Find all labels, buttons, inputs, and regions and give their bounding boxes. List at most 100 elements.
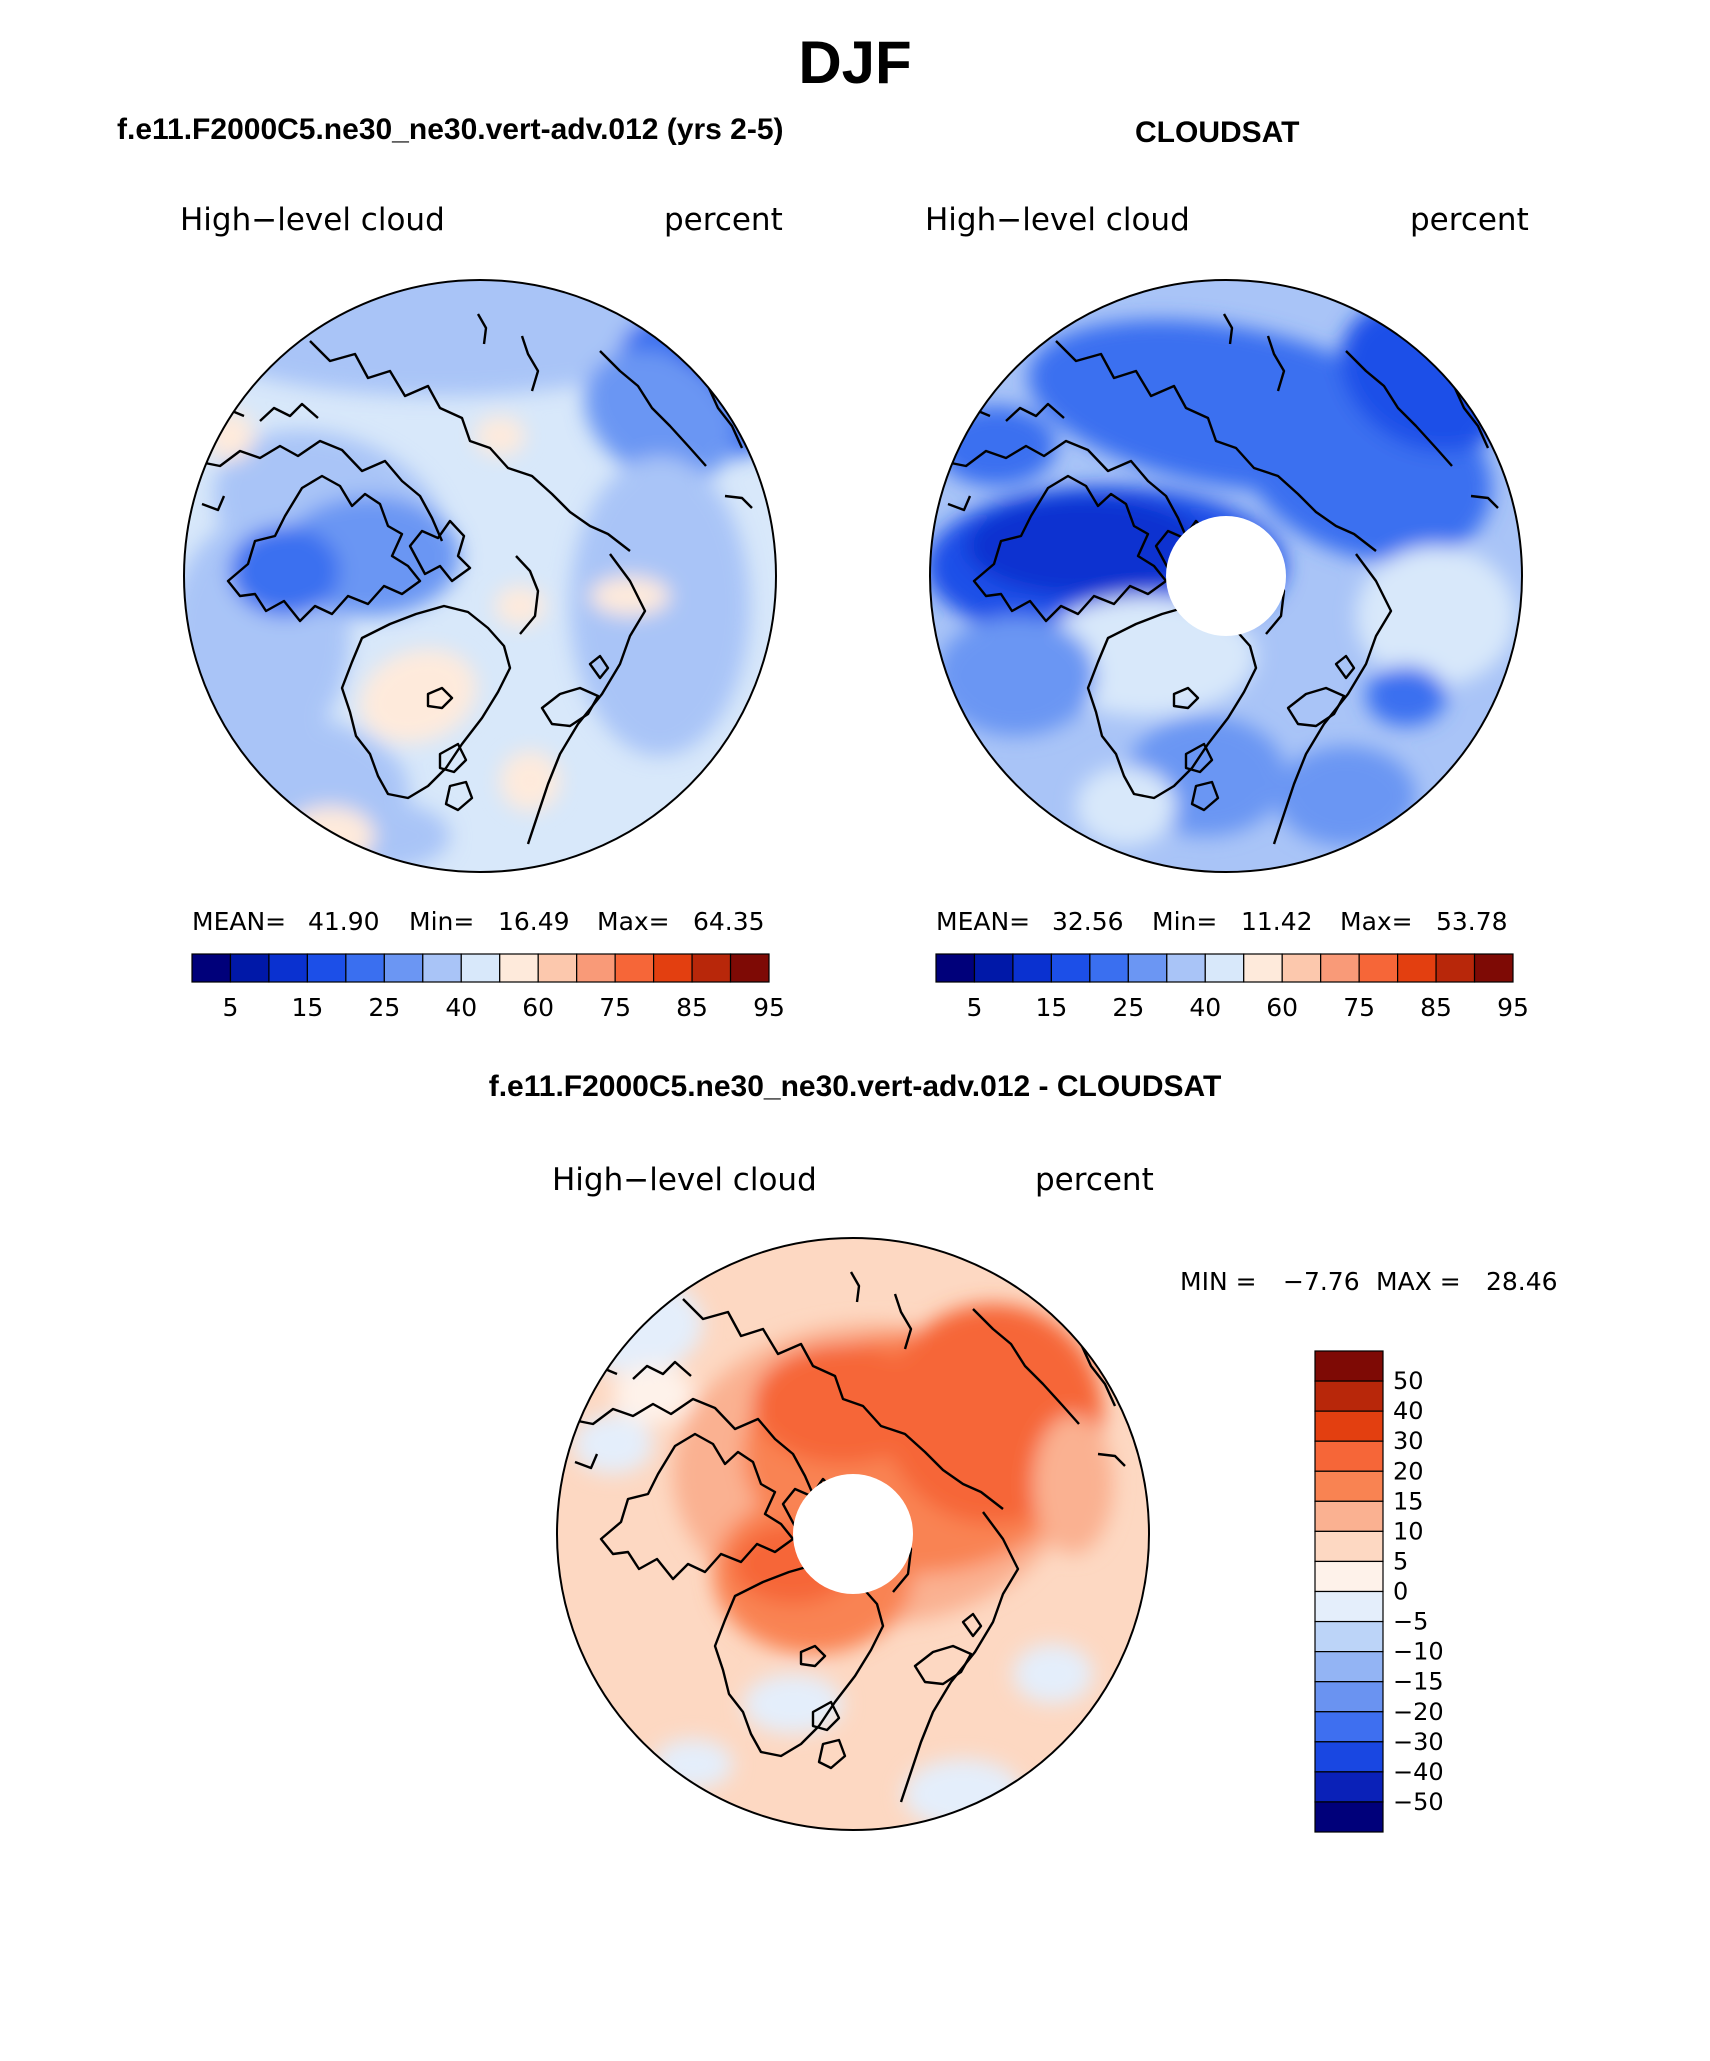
model-colorbar-swatch-5	[383, 953, 424, 983]
model-panel-title: f.e11.F2000C5.ne30_ne30.vert-adv.012 (yr…	[117, 113, 784, 146]
diff-colorbar-swatch-3	[1314, 1440, 1384, 1472]
diff-colorbar-tick-label: 5	[1393, 1547, 1408, 1575]
diff-colorbar-swatch-11	[1314, 1681, 1384, 1713]
obs-min-value: 11.42	[1241, 907, 1313, 936]
model-mean-label: MEAN=	[192, 907, 287, 936]
diff-colorbar-tick-label: −50	[1393, 1788, 1444, 1816]
obs-colorbar-swatch-14	[1473, 953, 1514, 983]
obs-min-label: Min=	[1152, 907, 1218, 936]
obs-colorbar-tick-label: 5	[967, 993, 983, 1022]
obs-colorbar-swatch-6	[1166, 953, 1206, 983]
model-colorbar-swatch-12	[652, 953, 693, 983]
obs-colorbar-tick-label: 15	[1035, 993, 1067, 1022]
diff-colorbar-tick-label: 15	[1393, 1487, 1424, 1515]
model-colorbar-tick-label: 75	[599, 993, 631, 1022]
model-contour-4	[230, 526, 340, 616]
diff-colorbar-swatch-9	[1314, 1620, 1384, 1653]
diff-colorbar-tick-label: 20	[1393, 1457, 1424, 1485]
diff-colorbar-tick-label: −5	[1393, 1608, 1428, 1636]
obs-colorbar-tick-label: 95	[1497, 993, 1529, 1022]
diff-min-value: −7.76	[1283, 1267, 1360, 1296]
diff-max-label: MAX =	[1376, 1267, 1461, 1296]
model-colorbar-swatch-8	[499, 953, 539, 983]
model-colorbar-swatch-14	[729, 953, 770, 983]
model-colorbar-swatch-3	[306, 953, 347, 983]
model-colorbar-swatch-0	[191, 953, 232, 983]
model-colorbar-swatch-7	[460, 953, 501, 983]
diff-map	[556, 1237, 1150, 1831]
model-colorbar-swatch-6	[422, 953, 462, 983]
model-units-label: percent	[664, 202, 783, 238]
obs-contour-10	[1276, 746, 1416, 846]
diff-colorbar-swatch-10	[1314, 1651, 1384, 1683]
diff-colorbar-swatch-8	[1314, 1590, 1384, 1623]
diff-units-label: percent	[1035, 1162, 1154, 1198]
model-colorbar-swatch-2	[268, 953, 308, 983]
obs-colorbar-swatch-7	[1204, 953, 1245, 983]
obs-colorbar: 5 15 25 40 60 75 85 95	[935, 953, 1529, 1022]
model-colorbar-swatch-11	[614, 953, 655, 983]
diff-colorbar-tick-label: 30	[1393, 1427, 1424, 1455]
obs-colorbar-swatch-2	[1012, 953, 1053, 983]
diff-contour-11	[653, 1739, 733, 1789]
obs-colorbar-swatch-13	[1435, 953, 1476, 983]
obs-mean-label: MEAN=	[936, 907, 1031, 936]
obs-variable-label: High−level cloud	[925, 202, 1190, 238]
diff-contour-6	[563, 1274, 703, 1374]
diff-colorbar-swatch-6	[1314, 1530, 1384, 1563]
model-colorbar: 5 15 25 40 60 75 85 95	[191, 953, 785, 1022]
diff-colorbar-swatch-4	[1314, 1470, 1384, 1502]
obs-colorbar-swatch-3	[1050, 953, 1091, 983]
model-min-label: Min=	[409, 907, 475, 936]
diff-colorbar-swatch-15	[1314, 1801, 1384, 1833]
diff-colorbar-tick-label: 0	[1393, 1578, 1408, 1606]
obs-colorbar-tick-label: 75	[1343, 993, 1375, 1022]
diff-contour-8	[743, 1674, 843, 1734]
obs-colorbar-swatch-5	[1127, 953, 1168, 983]
obs-contour-12	[1366, 666, 1446, 726]
diff-map-outline	[556, 1237, 1150, 1831]
obs-colorbar-swatch-11	[1358, 953, 1399, 983]
diff-variable-label: High−level cloud	[552, 1162, 817, 1198]
diff-max-value: 28.46	[1486, 1267, 1558, 1296]
model-contour-12	[475, 416, 525, 456]
diff-colorbar-swatch-1	[1314, 1380, 1384, 1412]
obs-contour-1	[966, 496, 1206, 596]
diff-contour-13	[1033, 1414, 1113, 1554]
diff-colorbar-swatch-13	[1314, 1741, 1384, 1773]
obs-colorbar-swatch-10	[1320, 953, 1360, 983]
diff-contour-7	[573, 1414, 653, 1474]
model-max-label: Max=	[597, 907, 670, 936]
obs-colorbar-swatch-4	[1089, 953, 1129, 983]
diff-colorbar-swatch-0	[1314, 1350, 1384, 1382]
diff-contour-10	[1013, 1644, 1093, 1704]
diff-pole-hole	[793, 1474, 913, 1594]
model-colorbar-tick-label: 25	[368, 993, 400, 1022]
model-min-value: 16.49	[498, 907, 570, 936]
diff-colorbar-tick-label: −40	[1393, 1758, 1444, 1786]
model-contour-14	[285, 806, 375, 866]
diff-min-label: MIN =	[1180, 1267, 1257, 1296]
diff-colorbar-swatch-14	[1314, 1771, 1384, 1803]
diff-colorbar-tick-label: 10	[1393, 1517, 1424, 1545]
diff-colorbar-tick-label: −10	[1393, 1638, 1444, 1666]
model-contour-16	[495, 586, 545, 626]
model-map-outline	[183, 279, 777, 873]
diff-contour-3	[753, 1344, 933, 1464]
obs-contour-7	[936, 616, 1096, 736]
model-contour-10	[359, 648, 477, 744]
model-colorbar-tick-label: 40	[445, 993, 477, 1022]
page-title: DJF	[798, 29, 912, 96]
obs-colorbar-swatch-1	[973, 953, 1014, 983]
diff-colorbar-swatch-5	[1314, 1500, 1384, 1532]
obs-panel-title: CLOUDSAT	[1135, 116, 1300, 149]
model-max-value: 64.35	[693, 907, 765, 936]
diff-colorbar-tick-label: −20	[1393, 1698, 1444, 1726]
obs-contour-8	[1356, 546, 1516, 686]
obs-colorbar-tick-label: 60	[1266, 993, 1298, 1022]
model-colorbar-swatch-13	[691, 953, 732, 983]
model-colorbar-swatch-1	[229, 953, 270, 983]
diff-colorbar-tick-label: 40	[1393, 1397, 1424, 1425]
